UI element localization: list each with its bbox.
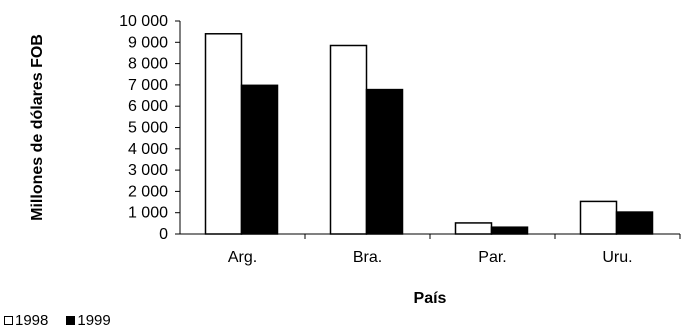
- x-category-label: Par.: [478, 249, 506, 266]
- bar-1998-uru: [579, 200, 618, 235]
- legend-item-1999: 1999: [66, 312, 111, 329]
- legend-item-1998: 1998: [4, 312, 48, 329]
- y-tick-label: 4 000: [128, 141, 168, 158]
- legend-swatch-1999: [66, 316, 76, 325]
- y-tick-label: 10 000: [119, 13, 168, 30]
- bar-1999-uru: [615, 211, 654, 235]
- y-tick-label: 3 000: [128, 162, 168, 179]
- y-tick-label: 8 000: [128, 56, 168, 73]
- y-tick-label: 0: [159, 226, 168, 243]
- y-axis-ticks: 0 1 000 2 000 3 000 4 000 5 000 6 000 7 000 8 00…: [119, 13, 180, 243]
- legend-label-1999: 1999: [77, 312, 111, 329]
- bars: [204, 33, 654, 235]
- x-axis-categories: Arg. Bra. Par. Uru.: [228, 234, 681, 266]
- y-tick-label: 9 000: [128, 34, 168, 51]
- x-category-label: Uru.: [602, 249, 632, 266]
- x-category-label: Bra.: [353, 249, 382, 266]
- y-axis-title: Millones de dólares FOB: [29, 34, 46, 221]
- bar-1999-arg: [240, 84, 279, 235]
- x-axis-title: País: [414, 290, 447, 307]
- y-tick-label: 6 000: [128, 98, 168, 115]
- x-category-label: Arg.: [228, 249, 257, 266]
- bar-1999-par: [490, 226, 529, 235]
- y-tick-label: 7 000: [128, 77, 168, 94]
- y-tick-label: 2 000: [128, 183, 168, 200]
- legend: 1998 1999: [4, 312, 111, 329]
- bar-1998-arg: [204, 33, 243, 235]
- y-tick-label: 5 000: [128, 120, 168, 137]
- y-tick-label: 1 000: [128, 205, 168, 222]
- bar-1998-bra: [329, 44, 368, 235]
- legend-label-1998: 1998: [15, 312, 49, 329]
- bar-1999-bra: [365, 88, 404, 235]
- legend-swatch-1998: [4, 316, 13, 325]
- bar-1998-par: [454, 222, 493, 235]
